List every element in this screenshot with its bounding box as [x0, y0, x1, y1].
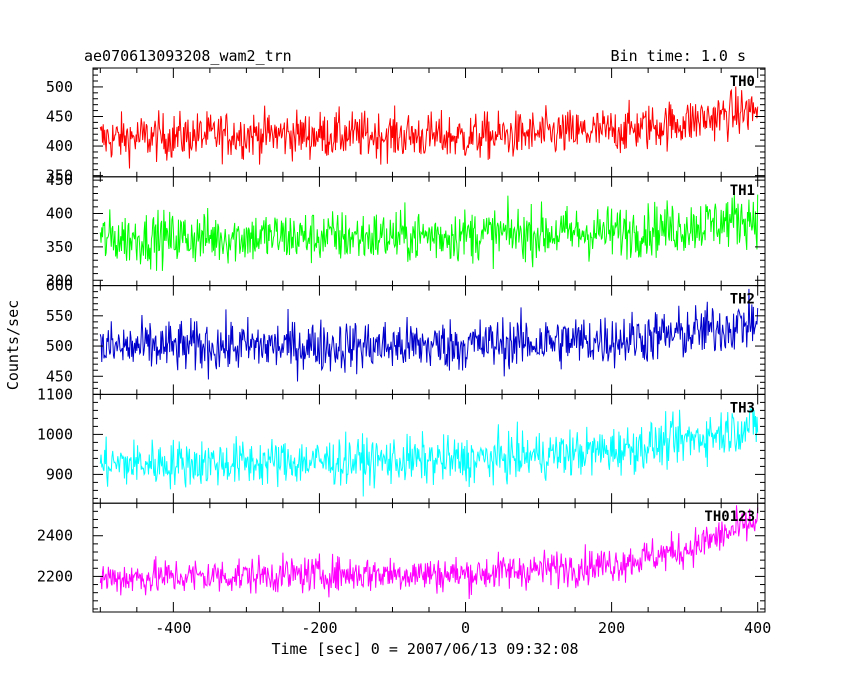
- light-curve-panels: 350 400 450 500 TH0 300 350 400 450 TH1 450 500 550 6…: [37, 67, 766, 613]
- panel-th0: 350 400 450 500 TH0: [46, 67, 766, 185]
- x-tick-label: -200: [301, 619, 337, 637]
- y-tick-label: 300: [46, 271, 73, 289]
- x-axis: -400 -200 0 200 400: [155, 619, 771, 637]
- y-tick-label: 2200: [37, 567, 73, 585]
- y-tick-label: 1000: [37, 425, 73, 443]
- panel-label-th0123: TH0123: [704, 509, 755, 525]
- y-tick-label: 400: [46, 205, 73, 223]
- y-tick-label: 450: [46, 107, 73, 125]
- y-axis-title: Counts/sec: [4, 300, 22, 390]
- y-tick-label: 400: [46, 137, 73, 155]
- x-tick-label: 200: [598, 619, 625, 637]
- y-tick-label: 1100: [37, 385, 73, 403]
- x-axis-title: Time [sec] 0 = 2007/06/13 09:32:08: [271, 640, 578, 658]
- panel-th1: 300 350 400 450 TH1: [46, 171, 766, 289]
- light-curve-th2: [99, 288, 759, 382]
- y-tick-label: 600: [46, 277, 73, 295]
- y-tick-label: 500: [46, 337, 73, 355]
- panel-label-th2: TH2: [730, 292, 755, 308]
- x-tick-label: 0: [461, 619, 470, 637]
- panel-th0123: 2200 2400 TH0123: [37, 502, 766, 613]
- panel-th2: 450 500 550 600 TH2: [46, 277, 766, 395]
- panel-label-th1: TH1: [730, 183, 755, 199]
- y-tick-label: 550: [46, 307, 73, 325]
- x-tick-label: 400: [744, 619, 771, 637]
- panel-label-th3: TH3: [730, 400, 755, 416]
- y-tick-label: 350: [46, 167, 73, 185]
- light-curve-th0123: [99, 505, 759, 600]
- y-tick-label: 450: [46, 171, 73, 189]
- light-curve-th0: [99, 86, 759, 169]
- panel-frame: [92, 393, 766, 504]
- y-tick-label: 900: [46, 465, 73, 483]
- panel-label-th0: TH0: [730, 74, 755, 90]
- y-tick-label: 2400: [37, 527, 73, 545]
- y-tick-label: 350: [46, 238, 73, 256]
- light-curve-th3: [99, 406, 759, 497]
- bin-time-label: Bin time: 1.0 s: [611, 47, 746, 65]
- y-tick-label: 500: [46, 78, 73, 96]
- x-tick-label: -400: [155, 619, 191, 637]
- light-curve-th1: [99, 194, 759, 271]
- y-tick-label: 450: [46, 367, 73, 385]
- panel-th3: 900 1000 1100 TH3: [37, 385, 766, 504]
- observation-id-label: ae070613093208_wam2_trn: [84, 47, 292, 65]
